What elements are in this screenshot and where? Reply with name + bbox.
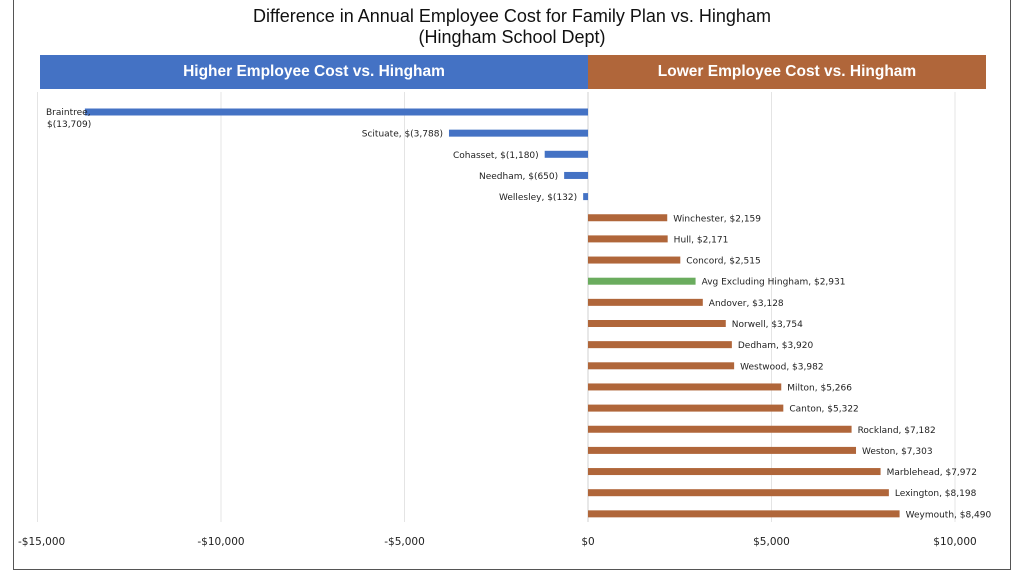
chart-title: Difference in Annual Employee Cost for F… (253, 6, 771, 26)
bar-rockland (588, 425, 852, 433)
data-label: Concord, $2,515 (686, 257, 760, 267)
data-label: Winchester, $2,159 (673, 214, 761, 224)
x-tick-label: -$5,000 (384, 536, 425, 548)
data-labels: Braintree, $(13,709) Scituate, $(3,788) Coh… (46, 108, 992, 520)
data-label: Weymouth, $8,490 (906, 510, 992, 520)
x-tick-label: -$10,000 (197, 536, 244, 548)
bars (84, 108, 900, 518)
data-label: Scituate, $(3,788) (362, 130, 443, 140)
data-label: Lexington, $8,198 (895, 489, 977, 499)
bar-canton (588, 404, 784, 412)
data-label: Cohasset, $(1,180) (453, 151, 539, 161)
bar-wellesley (583, 193, 588, 201)
bar-lexington (588, 489, 889, 497)
data-label: Braintree, $(13,709) (46, 108, 91, 130)
band-higher-cost: Higher Employee Cost vs. Hingham (40, 55, 588, 89)
bar-winchester (588, 214, 668, 222)
bar-norwell (588, 320, 726, 327)
bar-cohasset (544, 150, 588, 158)
data-label: Canton, $5,322 (789, 405, 858, 415)
bar-weston (588, 446, 857, 454)
data-label: Avg Excluding Hingham, $2,931 (702, 278, 846, 288)
data-label: Norwell, $3,754 (732, 320, 803, 330)
bar-marblehead (588, 468, 881, 476)
bar-hull (588, 235, 668, 243)
band-lower-cost: Lower Employee Cost vs. Hingham (588, 55, 986, 89)
bar-needham (564, 171, 588, 179)
bar-milton (588, 383, 782, 391)
bar-braintree (84, 108, 588, 116)
data-label: Hull, $2,171 (674, 235, 729, 245)
data-label: Andover, $3,128 (709, 299, 784, 309)
x-tick-label: $5,000 (753, 536, 790, 548)
bar-avg-excluding-hingham (588, 277, 696, 285)
bar-westwood (588, 362, 735, 370)
x-tick-label: -$15,000 (18, 536, 65, 548)
x-axis-ticks: -$15,000 -$10,000 -$5,000 $0 $5,000 $10,000 (18, 536, 977, 548)
data-label: Marblehead, $7,972 (887, 468, 977, 478)
bar-weymouth (588, 510, 900, 518)
data-label: Rockland, $7,182 (858, 426, 936, 436)
data-label: Wellesley, $(132) (499, 193, 577, 203)
data-label: Milton, $5,266 (787, 383, 852, 393)
x-tick-label: $10,000 (933, 536, 976, 548)
x-tick-label: $0 (581, 536, 594, 548)
bar-scituate (448, 129, 588, 137)
bar-andover (588, 298, 703, 306)
bar-dedham (588, 341, 732, 349)
data-label: Westwood, $3,982 (740, 362, 823, 372)
data-label: Needham, $(650) (479, 172, 558, 182)
bar-concord (588, 256, 681, 264)
chart-subtitle: (Hingham School Dept) (418, 27, 606, 47)
data-label: Dedham, $3,920 (738, 341, 814, 351)
data-label: Weston, $7,303 (862, 447, 933, 457)
